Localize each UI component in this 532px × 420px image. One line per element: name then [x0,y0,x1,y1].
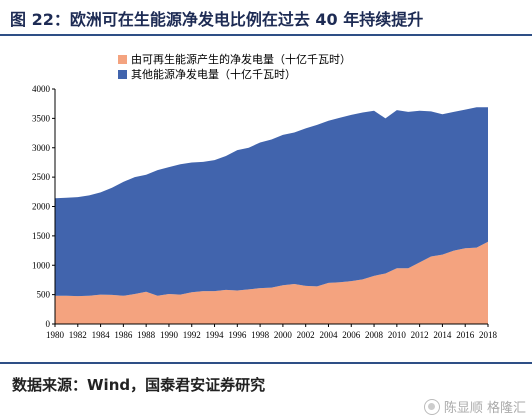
legend-label-other: 其他能源净发电量（十亿千瓦时） [131,67,296,81]
figure-title: 图 22：欧洲可在生能源净发电比例在过去 40 年持续提升 [10,10,424,29]
legend: 由可再生能源产生的净发电量（十亿千瓦时） 其他能源净发电量（十亿千瓦时） [118,52,351,81]
figure-footer: 数据来源：Wind，国泰君安证券研究 陈显顺 格隆汇 [0,362,532,420]
legend-swatch-other [118,70,127,79]
x-tick-label: 2006 [342,330,361,340]
chart-svg: 由可再生能源产生的净发电量（十亿千瓦时） 其他能源净发电量（十亿千瓦时） 0 50… [32,52,498,340]
x-tick-label: 2002 [297,330,315,340]
x-tick-label: 1996 [228,330,247,340]
y-tick-label: 3500 [32,113,51,123]
area-series-1 [55,107,488,297]
y-tick-label: 1000 [32,260,51,270]
y-tick-label: 4000 [32,84,51,94]
x-tick-label: 1992 [183,330,201,340]
x-tick-label: 1988 [137,330,156,340]
y-tick-label: 1500 [32,231,51,241]
x-tick-label: 2012 [411,330,429,340]
x-tick-label: 1982 [69,330,87,340]
source-note: 数据来源：Wind，国泰君安证券研究 [12,376,266,394]
y-tick-label: 2000 [32,202,51,212]
x-tick-label: 1980 [46,330,65,340]
x-tick-label: 1990 [160,330,179,340]
watermark: 陈显顺 格隆汇 [423,397,526,416]
y-tick-label: 0 [46,319,51,329]
x-tick-label: 2000 [274,330,293,340]
x-tick-label: 2014 [433,330,452,340]
y-tick-label: 3000 [32,143,51,153]
x-tick-label: 1998 [251,330,270,340]
x-tick-label: 1984 [92,330,111,340]
x-tick-label: 2010 [388,330,407,340]
y-tick-label: 2500 [32,172,51,182]
x-tick-label: 2004 [319,330,338,340]
x-tick-label: 2016 [456,330,475,340]
plot-area: 0 500 1000 1500 2000 2500 3000 3500 4000 1980 1982… [32,84,498,340]
y-tick-label: 500 [37,290,51,300]
x-tick-label: 2008 [365,330,384,340]
wechat-icon [423,398,440,415]
x-tick-label: 1986 [114,330,133,340]
watermark-text: 陈显顺 格隆汇 [443,401,526,416]
legend-label-renewable: 由可再生能源产生的净发电量（十亿千瓦时） [131,52,351,66]
figure-header: 图 22：欧洲可在生能源净发电比例在过去 40 年持续提升 [0,0,532,36]
legend-swatch-renewable [118,55,127,64]
x-tick-label: 2018 [479,330,498,340]
area-series-0 [55,241,488,324]
x-tick-label: 1994 [206,330,225,340]
